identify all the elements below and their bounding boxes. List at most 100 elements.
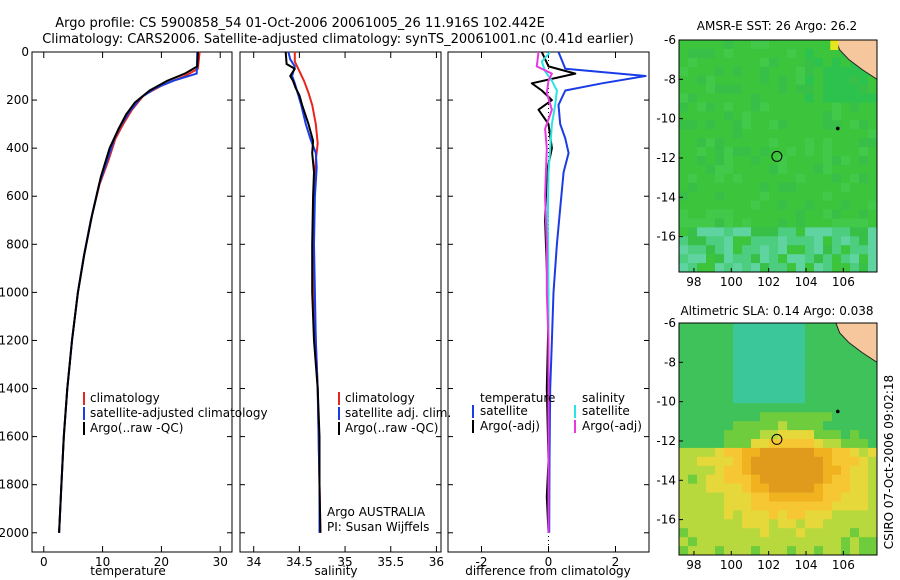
map-cell <box>796 421 806 431</box>
map-cell <box>751 40 761 50</box>
map-cell <box>715 138 725 148</box>
map-cell <box>760 456 770 467</box>
map-cell <box>688 510 698 520</box>
map-cell <box>796 537 806 547</box>
map-cell <box>787 439 797 449</box>
map-cell <box>733 129 743 139</box>
map-cell <box>760 254 770 264</box>
x-tick-label: 10 <box>95 555 110 569</box>
map-cell <box>823 138 833 148</box>
map-cell <box>679 394 689 404</box>
map-cell <box>814 528 824 538</box>
map-cell <box>859 93 869 103</box>
map-cell <box>697 474 707 485</box>
map-cell <box>859 75 869 86</box>
map-cell <box>850 245 860 255</box>
map-cell <box>751 84 761 95</box>
map-cell <box>769 519 779 529</box>
legend-label: Argo(-adj) <box>480 419 540 433</box>
y-tick-label: 1000 <box>0 285 29 299</box>
map-cell <box>742 75 752 86</box>
map-cell <box>850 138 860 148</box>
map-cell <box>679 84 689 95</box>
map-cell <box>688 340 698 351</box>
map-cell <box>814 191 824 202</box>
map-cell <box>778 102 788 112</box>
map-cell <box>715 164 725 175</box>
map-cell <box>814 349 824 360</box>
map-cell <box>742 156 752 166</box>
map-cell <box>778 323 788 333</box>
map-cell <box>796 358 806 369</box>
map-cell <box>778 93 788 103</box>
map-cell <box>697 385 707 395</box>
map-cell <box>823 331 833 342</box>
map-cell <box>778 254 788 264</box>
map-cell <box>868 447 877 458</box>
map-cell <box>850 456 860 467</box>
map-cell <box>706 93 716 103</box>
map-cell <box>796 173 806 184</box>
map-cell <box>742 191 752 202</box>
sst-map-title: AMSR-E SST: 26 Argo: 26.2 <box>697 19 857 33</box>
map-cell <box>733 84 743 95</box>
map-cell <box>751 367 761 378</box>
map-cell <box>859 412 869 422</box>
map-cell <box>814 182 824 193</box>
map-cell <box>787 537 797 547</box>
map-cell <box>751 528 761 538</box>
map-cell <box>733 102 743 112</box>
map-cell <box>859 66 869 77</box>
map-cell <box>805 474 815 485</box>
map-cell <box>823 385 833 395</box>
map-cell <box>830 40 839 50</box>
legend-heading-temperature: temperature <box>480 391 555 405</box>
map-cell <box>715 430 725 440</box>
y-tick-label: -16 <box>656 513 676 527</box>
map-cell <box>724 528 734 538</box>
map-cell <box>787 501 797 511</box>
map-cell <box>706 474 716 485</box>
map-cell <box>823 349 833 360</box>
map-cell <box>769 75 779 86</box>
map-cell <box>841 501 851 511</box>
map-cell <box>760 376 770 386</box>
map-cell <box>850 358 860 369</box>
map-cell <box>850 528 860 538</box>
map-cell <box>688 474 698 485</box>
map-cell <box>733 191 743 202</box>
map-cell <box>814 57 824 68</box>
map-cell <box>697 182 707 193</box>
map-cell <box>742 182 752 193</box>
map-cell <box>823 191 833 202</box>
map-cell <box>769 394 779 404</box>
map-cell <box>778 218 788 228</box>
map-cell <box>742 447 752 458</box>
map-cell <box>697 421 707 431</box>
y-tick-label: -6 <box>664 33 676 47</box>
map-cell <box>814 465 824 476</box>
map-cell <box>859 394 869 404</box>
map-cell <box>832 57 842 68</box>
map-cell <box>715 218 725 228</box>
map-cell <box>706 218 716 228</box>
map-cell <box>697 111 707 121</box>
map-cell <box>688 263 698 272</box>
map-cell <box>688 164 698 175</box>
map-cell <box>706 492 716 502</box>
map-cell <box>751 483 761 494</box>
map-cell <box>814 439 824 449</box>
map-cell <box>796 394 806 404</box>
map-cell <box>850 84 860 95</box>
map-cell <box>706 84 716 95</box>
map-cell <box>706 245 716 255</box>
map-cell <box>868 439 877 449</box>
map-cell <box>742 421 752 431</box>
map-cell <box>778 403 788 413</box>
map-cell <box>814 75 824 86</box>
map-cell <box>769 245 779 255</box>
salinity-xlabel: salinity <box>314 564 357 578</box>
map-cell <box>841 483 851 494</box>
map-cell <box>760 465 770 476</box>
map-cell <box>760 57 770 68</box>
